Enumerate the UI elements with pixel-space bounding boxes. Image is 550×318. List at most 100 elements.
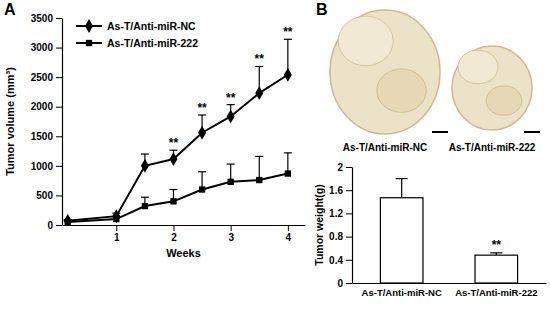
- annotation: **: [255, 52, 265, 66]
- tick: 2: [337, 162, 352, 173]
- photo-label: As-T/Anti-miR-NC: [343, 142, 427, 153]
- marker: [228, 179, 234, 185]
- tick-label: 1000: [31, 161, 54, 172]
- marker: [285, 170, 291, 176]
- error-stem: [401, 179, 402, 198]
- tumor-lobe: [458, 50, 498, 84]
- tick: 4: [286, 225, 292, 243]
- panel-b: B00.40.81.21.62As-T/Anti-miR-NCAs-T/Anti…: [313, 1, 547, 298]
- tick-label: 2: [171, 232, 177, 243]
- photos: As-T/Anti-miR-NCAs-T/Anti-miR-222: [330, 10, 540, 153]
- series: [64, 39, 292, 225]
- error-cap: [141, 197, 149, 198]
- x-axis-title: Weeks: [166, 247, 201, 259]
- tick-mark: [56, 77, 62, 78]
- photo: As-T/Anti-miR-NC: [330, 10, 448, 153]
- tick: 1.2: [329, 208, 352, 219]
- tick: 2500: [31, 72, 62, 83]
- tick-mark: [288, 225, 289, 231]
- marker: [255, 86, 263, 100]
- y-axis-title: Tumor weight(g): [313, 184, 325, 265]
- tick-label: 0: [47, 220, 53, 231]
- bar: [380, 198, 423, 283]
- tick: 0: [47, 220, 62, 231]
- tick-label: 1500: [31, 131, 54, 142]
- tumor: [452, 46, 532, 130]
- axis-line: [63, 225, 306, 226]
- marker: [142, 203, 148, 209]
- marker: [227, 110, 235, 124]
- series: [64, 153, 292, 225]
- error-cap: [255, 156, 263, 157]
- axis: 1 2 3 4: [63, 225, 306, 243]
- legend-marker: [86, 40, 92, 46]
- legend-label: As-T/Anti-miR-222: [107, 37, 198, 49]
- scale-bar: [524, 131, 540, 133]
- axis-line: [353, 283, 547, 284]
- tick-mark: [231, 225, 232, 231]
- error-bar: [255, 156, 263, 180]
- tick-label: 2500: [31, 72, 54, 83]
- figure: A05001000150020002500300035001234Tumor v…: [0, 0, 550, 318]
- tick: 1.6: [329, 185, 352, 196]
- tick-label: 500: [36, 190, 53, 201]
- tick-mark: [116, 225, 117, 231]
- tick: 500: [36, 190, 62, 201]
- axis-line: [62, 19, 63, 226]
- error-cap: [490, 252, 502, 253]
- tick-label: As-T/Anti-miR-222: [455, 287, 537, 298]
- tick-mark: [346, 213, 352, 214]
- legend-marker: [85, 19, 93, 33]
- error-cap: [169, 189, 177, 190]
- tick-label: 2000: [31, 101, 54, 112]
- tumor-lobe: [338, 16, 393, 66]
- legend-entry: As-T/Anti-miR-222: [76, 37, 198, 49]
- panel-label: B: [316, 1, 328, 18]
- marker: [141, 159, 149, 173]
- legend-label: As-T/Anti-miR-NC: [107, 20, 196, 32]
- tick-label: 4: [286, 232, 292, 243]
- tick-label: 3500: [31, 13, 54, 24]
- tick-label: 1.2: [329, 208, 343, 219]
- error-cap: [284, 152, 292, 153]
- tumor: [330, 10, 440, 134]
- tick-mark: [56, 225, 62, 226]
- tick: 3: [228, 225, 234, 243]
- tick: 0.4: [329, 254, 352, 265]
- tick-mark: [56, 195, 62, 196]
- tick-mark: [56, 107, 62, 108]
- tumor-lobe: [486, 86, 522, 115]
- line: [68, 174, 288, 222]
- annotation: **: [169, 136, 179, 150]
- marker: [170, 198, 176, 204]
- error-stem: [259, 156, 260, 180]
- marker: [256, 177, 262, 183]
- marker: [199, 186, 205, 192]
- tick: 2000: [31, 101, 62, 112]
- legend-entry: As-T/Anti-miR-NC: [76, 19, 196, 33]
- annotation: **: [197, 101, 207, 115]
- tick-mark: [56, 48, 62, 49]
- marker: [65, 219, 71, 225]
- tick: 3500: [31, 13, 62, 24]
- error-bar: [396, 179, 408, 198]
- tick-mark: [173, 225, 174, 231]
- tick-label: 1: [114, 232, 120, 243]
- tick-mark: [346, 260, 352, 261]
- axis: As-T/Anti-miR-NCAs-T/Anti-miR-222: [353, 284, 547, 298]
- annotation: **: [283, 25, 293, 39]
- tick-label: 2: [337, 162, 343, 173]
- marker: [113, 216, 119, 222]
- axis: 0 500 1000 1500 2000 2500 3000 3500: [31, 13, 63, 231]
- axis: 00.40.81.21.62: [329, 162, 352, 289]
- error-cap: [198, 171, 206, 172]
- tick: 3000: [31, 42, 62, 53]
- tick-mark: [56, 136, 62, 137]
- y-axis-title: Tumor volume (mm³): [4, 67, 16, 176]
- annotation: **: [492, 238, 502, 252]
- marker: [198, 126, 206, 140]
- tick-label: 1.6: [329, 185, 343, 196]
- tick-mark: [346, 237, 352, 238]
- tick: 1000: [31, 161, 62, 172]
- plot-area: [64, 39, 292, 225]
